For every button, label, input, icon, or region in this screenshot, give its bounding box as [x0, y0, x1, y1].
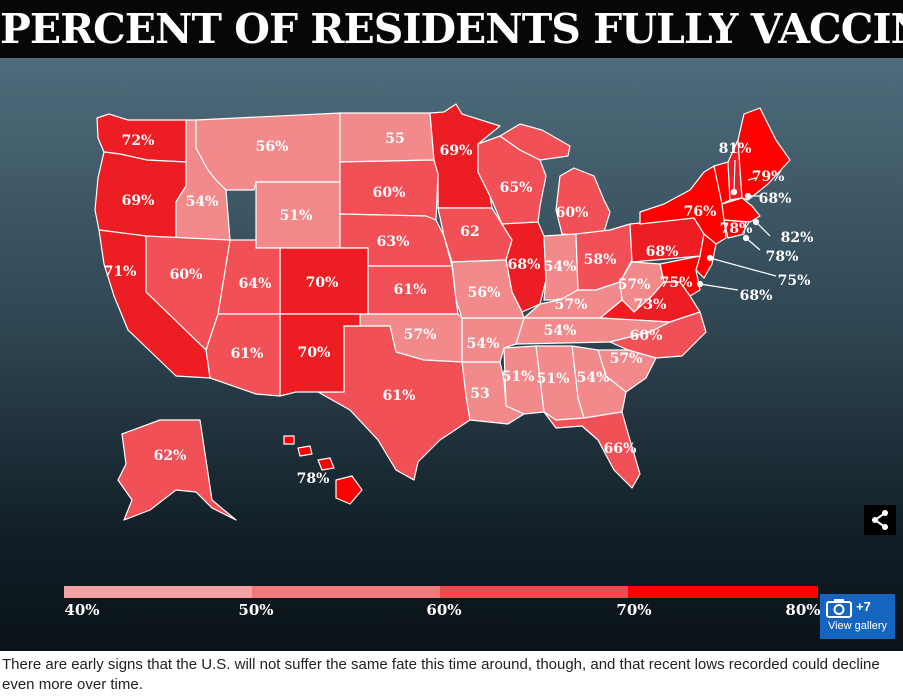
label-wa: 72%	[122, 133, 155, 149]
page-title: PERCENT OF RESIDENTS FULLY VACCINATED	[0, 5, 903, 53]
label-ky: 57%	[555, 297, 588, 313]
state-ak	[117, 419, 237, 521]
label-ca: 71%	[104, 264, 137, 280]
callout-lines	[696, 159, 777, 291]
label-md: 75%	[660, 275, 693, 291]
state-hi-big	[335, 475, 363, 505]
state-me	[737, 107, 791, 201]
label-az: 61%	[231, 346, 264, 362]
label-ny: 76%	[684, 204, 717, 220]
label-tx: 61%	[383, 388, 416, 404]
label-pa: 68%	[646, 244, 679, 260]
gallery-count: +7	[856, 599, 871, 614]
camera-icon	[826, 599, 852, 618]
state-ct	[723, 219, 747, 239]
label-al: 51%	[537, 371, 570, 387]
legend-segment-70-80	[628, 586, 818, 598]
legend-tick-50: 50%	[238, 601, 274, 619]
label-fl: 66%	[604, 441, 637, 457]
callout-dot-vt	[730, 188, 738, 196]
legend-tick-60: 60%	[426, 601, 462, 619]
label-id: 54%	[186, 194, 219, 210]
callout-dot-nh	[744, 192, 752, 200]
callout-line-ma	[755, 221, 771, 237]
label-ga: 54%	[577, 370, 610, 386]
label-ia: 62	[460, 224, 479, 240]
state-hi-oahu	[297, 445, 313, 457]
label-sc: 57%	[610, 351, 643, 367]
legend-tick-80: 80%	[785, 601, 821, 619]
state-labels: 72% 56% 55 69% 69% 54% 60% 65% 51% 62 60…	[104, 131, 814, 487]
label-ms: 51%	[502, 369, 535, 385]
share-icon	[872, 510, 888, 530]
state-fl	[543, 411, 641, 489]
label-mo: 56%	[468, 285, 501, 301]
callout-label-nj: 75%	[778, 273, 811, 289]
label-or: 69%	[122, 193, 155, 209]
us-map: 72% 56% 55 69% 69% 54% 60% 65% 51% 62 60…	[64, 103, 818, 598]
label-oh: 58%	[584, 252, 617, 268]
state-mi-upper	[499, 123, 571, 161]
legend-tick-70: 70%	[616, 601, 652, 619]
label-mn: 69%	[440, 143, 473, 159]
callout-label-me: 79%	[752, 169, 785, 185]
callout-label-de: 68%	[740, 288, 773, 304]
label-in: 54%	[544, 259, 577, 275]
callout-label-vt: 81%	[719, 141, 752, 157]
legend-tick-40: 40%	[64, 601, 100, 619]
legend-bar	[64, 586, 818, 598]
state-mi	[555, 167, 611, 237]
label-va: 73%	[634, 297, 667, 313]
label-mi: 60%	[556, 205, 589, 221]
state-ca	[98, 229, 211, 379]
label-ks: 61%	[394, 282, 427, 298]
label-ak: 62%	[154, 448, 187, 464]
callout-dot-ri	[742, 234, 750, 242]
label-nv: 60%	[170, 267, 203, 283]
label-la: 53	[470, 386, 489, 402]
label-ne: 63%	[377, 234, 410, 250]
gallery-label: View gallery	[827, 620, 888, 632]
callout-label-ma: 82%	[781, 230, 814, 246]
label-wy: 51%	[280, 208, 313, 224]
legend-segment-50-60	[252, 586, 440, 598]
callout-line-me	[747, 177, 757, 181]
callout-line-nj	[709, 257, 777, 277]
callout-dot-nj	[706, 254, 714, 262]
label-hi: 78%	[297, 471, 330, 487]
label-ut: 64%	[239, 276, 272, 292]
label-wi: 65%	[500, 180, 533, 196]
view-gallery-button[interactable]: +7 View gallery	[820, 594, 895, 639]
label-sd: 60%	[373, 185, 406, 201]
callout-dot-de	[696, 280, 704, 288]
label-nm: 70%	[298, 345, 331, 361]
article-caption: There are early signs that the U.S. will…	[2, 656, 880, 693]
callout-label-nh: 68%	[759, 191, 792, 207]
share-button[interactable]	[864, 505, 896, 535]
label-wv: 57%	[618, 277, 651, 293]
state-il	[501, 221, 547, 313]
state-hi-maui	[317, 457, 335, 471]
legend-segment-60-70	[440, 586, 628, 598]
label-il: 68%	[508, 257, 541, 273]
label-nd: 55	[385, 131, 404, 147]
label-nc: 60%	[630, 328, 663, 344]
title-bar	[0, 0, 903, 58]
callout-line-de	[699, 283, 739, 291]
label-tn: 54%	[544, 323, 577, 339]
label-co: 70%	[306, 275, 339, 291]
states-group	[94, 103, 791, 521]
state-hi-kauai	[283, 435, 295, 445]
label-ct: 78%	[720, 221, 753, 237]
callout-dot-ma	[752, 218, 760, 226]
label-ok: 57%	[404, 327, 437, 343]
state-nm	[279, 313, 361, 397]
callout-line-vt	[733, 159, 736, 193]
state-ky	[523, 281, 623, 319]
legend-segment-40-50	[64, 586, 252, 598]
label-mt: 56%	[256, 139, 289, 155]
callout-label-ri: 78%	[766, 249, 799, 265]
label-ar: 54%	[467, 336, 500, 352]
